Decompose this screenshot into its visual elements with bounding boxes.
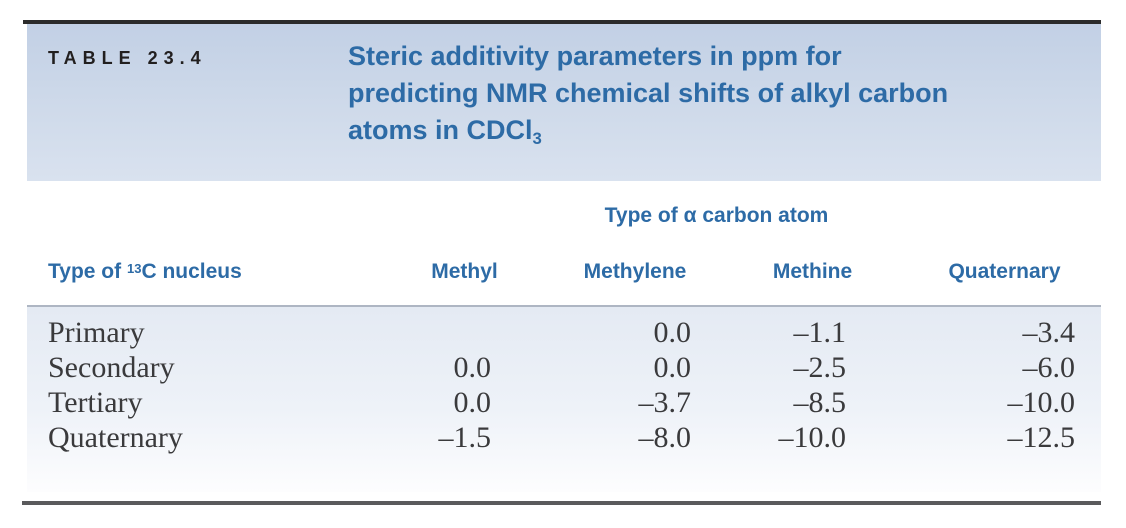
value-cell: –1.5	[438, 421, 492, 454]
value-cell: 0.0	[453, 386, 492, 419]
value-cell: –8.0	[638, 421, 692, 454]
table-row-secondary: Secondary 0.0 0.0 –2.5 –6.0	[27, 350, 1101, 385]
value-cell: –3.4	[1022, 316, 1076, 349]
textbook-table: TABLE 23.4 Steric additivity parameters …	[22, 20, 1101, 505]
table-header-band: TABLE 23.4 Steric additivity parameters …	[27, 24, 1101, 181]
row-label: Tertiary	[48, 386, 143, 419]
table-row-quaternary: Quaternary –1.5 –8.0 –10.0 –12.5	[27, 420, 1101, 455]
table-number-label: TABLE 23.4	[48, 48, 207, 68]
value-cell: –12.5	[1007, 421, 1076, 454]
table-title: Steric additivity parameters in ppm for …	[348, 38, 948, 152]
row-label: Quaternary	[48, 421, 183, 454]
bottom-rule	[22, 501, 1101, 505]
row-header-title: Type of 13C nucleus	[48, 260, 242, 283]
isotope-superscript: 13	[126, 260, 142, 276]
column-group-header: Type of α carbon atom	[604, 204, 829, 227]
value-cell: –2.5	[793, 351, 847, 384]
table-row-primary: Primary 0.0 –1.1 –3.4	[27, 315, 1101, 350]
column-header-methylene: Methylene	[583, 260, 687, 283]
top-rule	[23, 20, 1101, 24]
value-cell: 0.0	[653, 316, 692, 349]
value-cell: –10.0	[778, 421, 847, 454]
row-label: Primary	[48, 316, 145, 349]
table-title-line3: atoms in CDCl	[348, 115, 533, 145]
column-header-methyl: Methyl	[431, 260, 498, 283]
value-cell	[412, 315, 517, 350]
column-header-quaternary: Quaternary	[948, 260, 1061, 283]
column-group-header-row: Type of α carbon atom	[27, 181, 1101, 229]
value-cell: –3.7	[638, 386, 692, 419]
table-title-line1: Steric additivity parameters in ppm for	[348, 41, 842, 71]
column-header-methine: Methine	[772, 260, 853, 283]
table-body: Primary 0.0 –1.1 –3.4 Secondary 0.0 0.0 …	[27, 305, 1101, 492]
value-cell: –6.0	[1022, 351, 1076, 384]
value-cell: 0.0	[453, 351, 492, 384]
value-cell: –1.1	[793, 316, 847, 349]
table-row-tertiary: Tertiary 0.0 –3.7 –8.5 –10.0	[27, 385, 1101, 420]
table-title-line2: predicting NMR chemical shifts of alkyl …	[348, 78, 949, 108]
value-cell: –10.0	[1007, 386, 1076, 419]
value-cell: 0.0	[653, 351, 692, 384]
column-header-row: Type of 13C nucleus Methyl Methylene Met…	[27, 229, 1101, 287]
table-title-subscript: 3	[532, 128, 542, 148]
row-label: Secondary	[48, 351, 175, 384]
value-cell: –8.5	[793, 386, 847, 419]
